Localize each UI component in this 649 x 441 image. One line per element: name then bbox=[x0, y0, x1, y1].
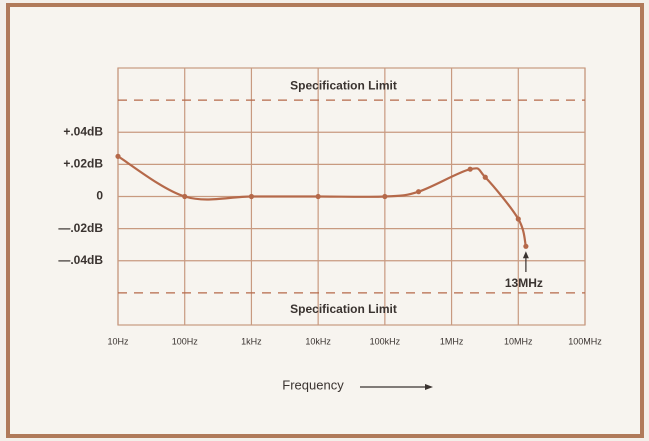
spec-limit-label: Specification Limit bbox=[290, 78, 397, 92]
x-tick-label: 100Hz bbox=[172, 336, 199, 346]
point bbox=[248, 193, 255, 200]
point bbox=[482, 174, 488, 180]
x-axis-label: Frequency bbox=[282, 377, 344, 392]
y-tick-label: 0 bbox=[96, 189, 103, 203]
point bbox=[115, 153, 121, 159]
point bbox=[182, 193, 188, 200]
y-tick-label: —.02dB bbox=[58, 221, 103, 235]
line bbox=[117, 155, 527, 247]
x-tick-label: 100kHz bbox=[370, 336, 401, 346]
point bbox=[467, 166, 473, 172]
y-tick-label: +.04dB bbox=[63, 124, 103, 138]
y-tick-label: +.02dB bbox=[63, 157, 103, 171]
frame bbox=[6, 3, 644, 438]
annotation-arrow-head bbox=[522, 251, 529, 259]
point bbox=[415, 189, 422, 195]
point bbox=[523, 243, 529, 249]
x-tick-label: 100MHz bbox=[568, 336, 602, 346]
x-tick-label: 10kHz bbox=[305, 336, 331, 346]
point bbox=[515, 216, 521, 222]
arrow-head bbox=[425, 384, 433, 390]
x-tick-label: 1MHz bbox=[440, 336, 464, 346]
x-tick-label: 10Hz bbox=[107, 336, 129, 346]
spec-limit-label: Specification Limit bbox=[290, 302, 397, 316]
x-tick-label: 1kHz bbox=[241, 336, 262, 346]
point bbox=[382, 193, 388, 200]
x-tick-label: 10MHz bbox=[504, 336, 533, 346]
point bbox=[315, 193, 321, 200]
y-tick-label: —.04dB bbox=[58, 253, 103, 267]
annotation-label: 13MHz bbox=[505, 276, 543, 290]
